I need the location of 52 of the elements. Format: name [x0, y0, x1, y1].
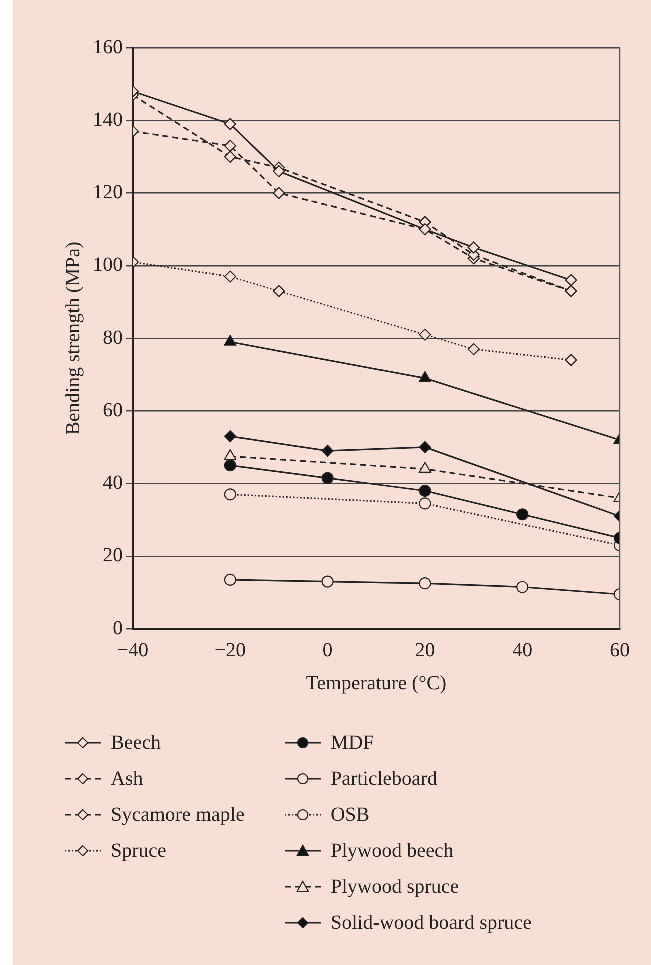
- point: [419, 578, 432, 590]
- x-tick-label: 20: [415, 639, 436, 662]
- point: [273, 187, 286, 200]
- point: [468, 343, 480, 356]
- legend-label: Beech: [111, 732, 161, 754]
- point: [468, 242, 480, 254]
- x-tick-label: −40: [117, 639, 149, 662]
- point: [565, 274, 578, 286]
- point: [224, 460, 236, 472]
- y-tick-label: 140: [93, 108, 123, 131]
- point: [322, 576, 334, 588]
- point: [322, 472, 334, 484]
- point: [322, 445, 334, 458]
- legend-label: Solid-wood board spruce: [330, 912, 532, 934]
- point: [565, 354, 578, 366]
- y-tick-label: 40: [103, 472, 123, 494]
- y-tick-label: 120: [93, 182, 123, 204]
- x-tick-label: 60: [610, 639, 630, 662]
- y-tick-label: 0: [113, 617, 123, 640]
- point: [419, 328, 432, 341]
- point: [224, 488, 236, 501]
- legend-label: Spruce: [111, 840, 167, 862]
- point: [224, 140, 236, 152]
- x-tick-label: −20: [214, 639, 246, 662]
- point: [224, 270, 236, 283]
- point: [419, 441, 432, 454]
- legend-label: Particleboard: [330, 768, 438, 790]
- legend-label: Sycamore maple: [111, 804, 245, 826]
- y-tick-label: 60: [103, 399, 123, 422]
- legend-label: Plywood spruce: [330, 876, 460, 898]
- point: [224, 574, 236, 586]
- point: [273, 285, 286, 298]
- y-tick-label: 100: [93, 254, 123, 276]
- legend-label: Ash: [111, 768, 144, 790]
- legend-label: OSB: [330, 804, 370, 826]
- y-tick-label: 160: [93, 36, 123, 58]
- point: [224, 430, 236, 443]
- y-tick-label: 20: [103, 544, 123, 567]
- x-axis-title: Temperature (°C): [306, 672, 447, 694]
- point: [419, 484, 432, 498]
- x-tick-label: 40: [512, 639, 533, 662]
- point: [224, 150, 236, 163]
- point: [516, 508, 529, 521]
- legend-label: MDF: [330, 732, 374, 754]
- point: [419, 498, 432, 510]
- point: [273, 165, 286, 178]
- y-tick-label: 80: [103, 326, 123, 349]
- x-tick-label: 0: [322, 639, 333, 662]
- point: [516, 581, 529, 594]
- y-axis-title: Bending strength (MPa): [62, 242, 84, 436]
- legend-label: Plywood beech: [330, 840, 454, 862]
- point: [224, 118, 236, 130]
